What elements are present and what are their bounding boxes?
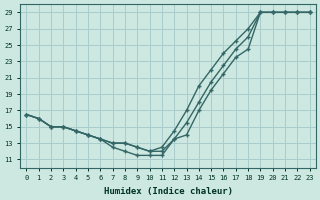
X-axis label: Humidex (Indice chaleur): Humidex (Indice chaleur) (104, 187, 233, 196)
